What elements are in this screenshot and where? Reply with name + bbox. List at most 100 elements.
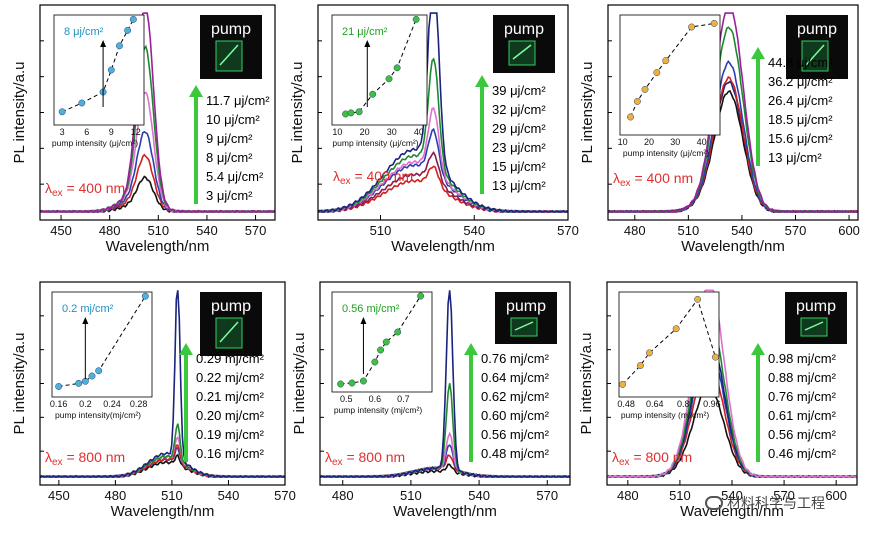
inset-tick-label: 0.7 bbox=[397, 394, 410, 404]
plot-frame bbox=[606, 281, 858, 486]
x-tick-label: 450 bbox=[48, 488, 70, 503]
inset-point bbox=[710, 19, 718, 27]
legend-entry: 29 μj/cm² bbox=[492, 121, 546, 136]
inset-point bbox=[124, 26, 132, 34]
threshold-annotation: 8 μj/cm² bbox=[64, 26, 104, 38]
inset-x-label: pump intensity (mj/cm²) bbox=[621, 410, 709, 420]
inset-point bbox=[95, 367, 103, 375]
inset-x-label: pump intensity (μj/cm²) bbox=[623, 148, 709, 158]
inset-x-label: pump intensity(mj/cm²) bbox=[55, 410, 141, 420]
threshold-annotation: 21 μj/cm² bbox=[342, 26, 388, 38]
inset-point bbox=[688, 23, 696, 31]
inset-fit-line bbox=[622, 298, 716, 385]
inset-point bbox=[385, 75, 393, 83]
lasing-stripe bbox=[514, 321, 534, 331]
inset-x-label: pump intensity (μj/cm²) bbox=[332, 138, 418, 148]
legend-entry: 0.19 mj/cm² bbox=[196, 427, 265, 442]
inset-frame bbox=[331, 14, 428, 126]
legend-entry: 0.48 mj/cm² bbox=[481, 446, 550, 461]
legend-entry: 0.64 mj/cm² bbox=[481, 370, 550, 385]
excitation-label: λex = 800 nm bbox=[45, 449, 125, 468]
legend-entry: 0.16 mj/cm² bbox=[196, 446, 265, 461]
inset-point bbox=[81, 377, 89, 385]
pump-photo: pump bbox=[786, 15, 848, 79]
inset-point bbox=[672, 325, 680, 333]
inset-point bbox=[636, 362, 644, 369]
x-tick-label: 510 bbox=[400, 488, 422, 503]
arrow-up-icon bbox=[179, 343, 193, 355]
legend-entry: 0.56 mj/cm² bbox=[768, 427, 837, 442]
excitation-label: λex = 400 nm bbox=[613, 170, 693, 189]
x-axis-label: Wavelength/nm bbox=[393, 503, 497, 520]
inset-tick-label: 9 bbox=[109, 127, 114, 137]
inset-tick-label: 12 bbox=[131, 127, 141, 137]
legend-entry: 0.88 mj/cm² bbox=[768, 370, 837, 385]
inset-tick-label: 40 bbox=[697, 137, 707, 147]
sample-glow bbox=[510, 317, 538, 337]
legend-entry: 3 μj/cm² bbox=[206, 188, 253, 203]
inset-point bbox=[619, 380, 627, 388]
inset-tick-label: 30 bbox=[387, 127, 397, 137]
inset-tick-label: 0.96 bbox=[703, 399, 721, 409]
legend-entry: 0.56 mj/cm² bbox=[481, 427, 550, 442]
legend-entry: 36.2 μj/cm² bbox=[768, 74, 833, 89]
plot-frame bbox=[317, 4, 569, 221]
arrow-up-icon bbox=[751, 47, 765, 59]
x-tick-label: 480 bbox=[332, 488, 354, 503]
x-axis-label: Wavelength/nm bbox=[111, 503, 215, 520]
inset-point bbox=[355, 108, 363, 116]
legend-entry: 10 μj/cm² bbox=[206, 112, 260, 127]
x-tick-label: 510 bbox=[370, 223, 392, 238]
inset-point bbox=[58, 108, 66, 116]
legend-entry: 15.6 μj/cm² bbox=[768, 131, 833, 146]
inset-point bbox=[633, 97, 641, 105]
legend-entry: 0.98 mj/cm² bbox=[768, 351, 837, 366]
arrow-head-icon bbox=[364, 40, 371, 47]
inset-point bbox=[348, 379, 356, 387]
arrow-up-icon bbox=[464, 343, 478, 355]
inset-tick-label: 6 bbox=[84, 127, 89, 137]
inset-tick-label: 30 bbox=[670, 137, 680, 147]
x-tick-label: 510 bbox=[161, 488, 183, 503]
lasing-stripe bbox=[219, 321, 239, 343]
x-tick-label: 600 bbox=[825, 488, 847, 503]
arrow-up-icon bbox=[475, 75, 489, 87]
panel-a: PL intensity/a.u Wavelength/nm 450 480 510 54… bbox=[11, 4, 276, 255]
plot-frame bbox=[39, 4, 276, 221]
inset-point bbox=[645, 349, 653, 357]
inset-point bbox=[711, 353, 719, 361]
inset-point bbox=[417, 292, 425, 300]
threshold-annotation: 0.2 mj/cm² bbox=[62, 303, 114, 315]
legend-entry: 0.60 mj/cm² bbox=[481, 408, 550, 423]
pump-label: pump bbox=[506, 298, 546, 315]
arrow-up-icon bbox=[751, 343, 765, 355]
arrow-up-icon bbox=[189, 85, 203, 97]
lasing-stripe bbox=[512, 44, 532, 60]
inset-tick-label: 0.48 bbox=[617, 399, 635, 409]
x-axis-label: Wavelength/nm bbox=[106, 238, 210, 255]
watermark: 材料科学与工程 bbox=[705, 493, 825, 513]
inset-frame bbox=[619, 14, 721, 136]
inset-tick-label: 0.5 bbox=[340, 394, 353, 404]
inset-point bbox=[337, 380, 345, 388]
x-tick-label: 540 bbox=[468, 488, 490, 503]
plot-frame bbox=[607, 4, 859, 221]
legend-entry: 13 μj/cm² bbox=[492, 178, 546, 193]
x-tick-label: 540 bbox=[463, 223, 485, 238]
lasing-stripe bbox=[219, 44, 239, 66]
inset-tick-label: 0.64 bbox=[646, 399, 664, 409]
inset-point bbox=[141, 292, 149, 300]
sample-glow bbox=[800, 317, 828, 337]
panel-e: PL intensity/a.u Wavelength/nm 480 510 540 57… bbox=[291, 281, 571, 520]
legend-entry: 9 μj/cm² bbox=[206, 131, 253, 146]
panel-c: PL intensity/a.u Wavelength/nm 480 510 540 57… bbox=[579, 4, 860, 255]
legend-entry: 13 μj/cm² bbox=[768, 150, 822, 165]
excitation-label: λex = 400 nm bbox=[333, 168, 413, 187]
plot-frame bbox=[319, 281, 571, 486]
inset-point bbox=[627, 113, 634, 121]
pump-photo: pump bbox=[200, 15, 262, 79]
pump-photo: pump bbox=[495, 292, 557, 344]
